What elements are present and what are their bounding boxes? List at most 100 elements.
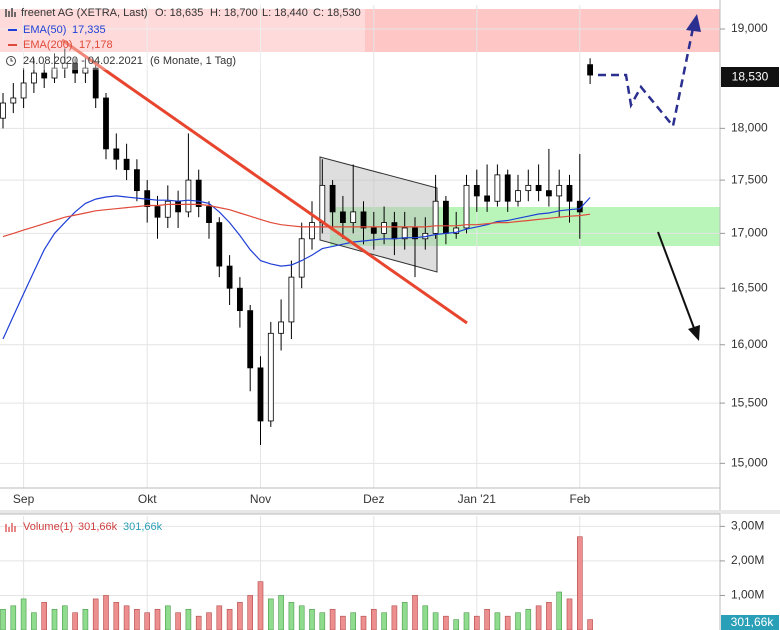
legend-label: Volume(1): [23, 521, 73, 533]
annotations-top: [61, 14, 701, 341]
candle-body: [61, 62, 68, 69]
volume-bar: [72, 612, 78, 630]
x-tick-label: Feb: [569, 492, 590, 506]
candle-body: [267, 332, 274, 422]
volume-bar: [216, 605, 223, 630]
ohlc: H: 18,700: [210, 7, 258, 19]
candle-body: [103, 97, 109, 150]
plot: [0, 48, 593, 630]
volume-bar: [154, 608, 161, 630]
volume-bar: [288, 602, 295, 630]
volume-bar: [412, 595, 418, 630]
candle-body: [309, 222, 315, 240]
volume-bar: [123, 605, 130, 630]
candle-body: [525, 184, 532, 192]
volume-bar: [113, 602, 120, 630]
candle-body: [164, 200, 171, 218]
forecast-down: [657, 231, 695, 329]
volume-bar: [350, 612, 357, 630]
volume-bar: [61, 605, 68, 630]
y-tick-label: 1,00M: [731, 588, 764, 602]
period: (6 Monate, 1 Tag): [150, 55, 236, 67]
volume-bar: [360, 615, 367, 630]
clock-icon: [10, 58, 13, 62]
last-price: 18,530: [732, 70, 769, 84]
candle-body: [535, 184, 542, 192]
legend-value: 17,178: [79, 39, 113, 51]
candle-body: [442, 200, 449, 234]
candle-body: [278, 321, 285, 334]
volume-bar: [247, 595, 253, 630]
candle-body: [72, 62, 78, 74]
volume-bar: [319, 612, 326, 630]
candle-body: [484, 195, 491, 202]
x-tick-label: Okt: [138, 492, 157, 506]
x-tick-label: Sep: [13, 492, 35, 506]
volume-legend: Volume(1) 301,66k 301,66k: [5, 521, 163, 533]
legend-bg: [0, 4, 365, 70]
candle-body: [381, 222, 388, 234]
candle-body: [401, 227, 408, 240]
candle-body: [154, 206, 161, 218]
volume-bar: [453, 619, 460, 630]
last-volume: 301,66k: [731, 615, 775, 629]
volume-bar: [185, 608, 192, 630]
volume-bar: [463, 612, 470, 630]
volume-bar: [473, 615, 480, 630]
candle-body: [0, 102, 6, 119]
volume-bar: [401, 602, 408, 630]
candle-body: [41, 72, 48, 79]
volume-bar: [144, 612, 150, 630]
candle-body: [329, 184, 336, 213]
candle-body: [10, 97, 17, 104]
candle-body: [247, 310, 254, 369]
candle-body: [370, 227, 377, 234]
candle-body: [113, 148, 120, 160]
volume-bar: [422, 605, 429, 630]
ohlc: C: 18,530: [313, 7, 361, 19]
y-tick-label: 17,000: [731, 226, 768, 240]
separator: [0, 510, 780, 514]
volume-bar: [278, 595, 284, 630]
volume-bar: [587, 619, 593, 630]
candle-body: [360, 211, 367, 229]
last-price-tag: [721, 67, 779, 87]
candle-body: [30, 72, 37, 84]
volume-bar: [381, 612, 387, 630]
volume-bar: [432, 612, 439, 630]
y-tick-label: 2,00M: [731, 553, 764, 567]
ohlc: L: 18,440: [262, 7, 308, 19]
x-tick-label: Dez: [363, 492, 384, 506]
volume-bar: [51, 608, 58, 630]
candle-body: [133, 169, 140, 192]
volume-bar: [370, 608, 377, 630]
legend: freenet AG (XETRA, Last) O: 18,635 H: 18…: [0, 4, 365, 70]
y-tick-label: 16,000: [731, 337, 768, 351]
volume-bar: [82, 608, 89, 630]
y-tick-label: 18,000: [731, 121, 768, 135]
volume-bar: [525, 608, 532, 630]
volume-bar: [576, 536, 583, 630]
arrow-head: [688, 325, 700, 341]
volume-bar: [267, 598, 274, 630]
y-tick-label: 15,000: [731, 456, 768, 470]
candle-body: [556, 184, 563, 197]
volume-bar: [257, 581, 264, 630]
volume-bar: [309, 608, 315, 630]
volume-bar: [237, 602, 243, 630]
candle-body: [546, 190, 552, 197]
volume-bar: [92, 598, 99, 630]
volume-bar: [391, 605, 398, 630]
volume-bar: [566, 598, 573, 630]
candle-body: [123, 158, 130, 171]
x-tick-label: Jan '21: [458, 492, 497, 506]
volume-bar: [298, 605, 305, 630]
candle-body: [473, 184, 480, 197]
candle-body: [432, 200, 439, 234]
volume-bar: [31, 612, 37, 630]
volume-bar: [329, 608, 336, 630]
volume-bar: [41, 602, 48, 630]
forecast-up: [598, 27, 695, 129]
y-tick-label: 15,500: [731, 395, 768, 409]
